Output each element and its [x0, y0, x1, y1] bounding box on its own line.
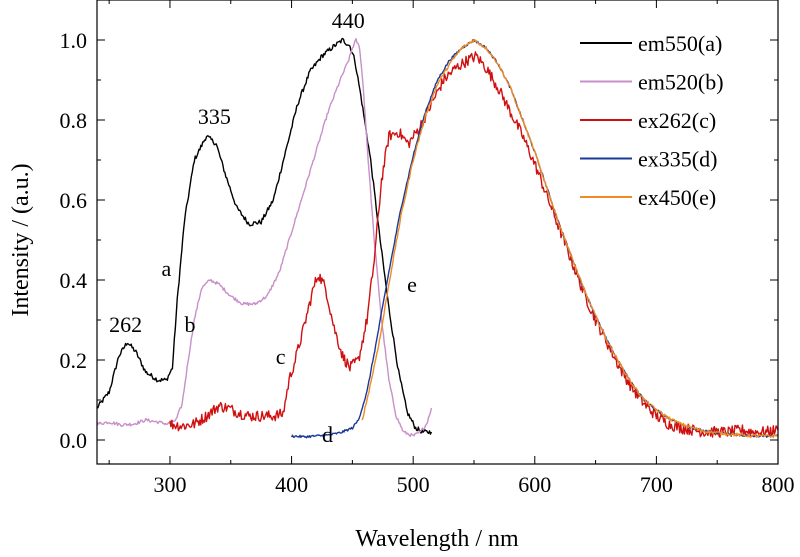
legend-label: em550(a)	[638, 31, 722, 56]
legend: em550(a) em520(b) ex262(c) ex335(d) ex450(e)	[580, 31, 724, 210]
plot-series-group	[96, 37, 779, 439]
annotation-label: a	[161, 256, 171, 281]
series-line-0	[96, 37, 433, 435]
annotation-label: c	[276, 344, 286, 369]
x-tick-label: 300	[153, 472, 186, 497]
annotations-group: 440 335 262 a b c d e	[109, 8, 417, 447]
legend-label: ex262(c)	[638, 108, 716, 133]
annotation-label: e	[407, 272, 417, 297]
annotation-label: 440	[332, 8, 365, 33]
y-tick-label: 0.4	[60, 268, 88, 293]
x-tick-label: 600	[518, 472, 551, 497]
y-tick-label: 0.2	[60, 348, 88, 373]
x-tick-label: 500	[397, 472, 430, 497]
annotation-label: d	[322, 422, 333, 447]
series-line-2	[169, 51, 779, 438]
x-axis-title: Wavelength / nm	[355, 526, 519, 552]
axes-group	[96, 0, 779, 465]
plot-frame	[96, 0, 779, 465]
y-tick-label: 0.0	[60, 428, 88, 453]
x-tick-label: 400	[275, 472, 308, 497]
legend-label: ex450(e)	[638, 185, 716, 210]
series-line-1	[96, 37, 433, 438]
x-tick-label: 800	[762, 472, 795, 497]
annotation-label: 262	[109, 312, 142, 337]
legend-label: ex335(d)	[638, 147, 717, 172]
x-tick-label: 700	[640, 472, 673, 497]
y-tick-label: 1.0	[60, 28, 88, 53]
annotation-label: b	[185, 312, 196, 337]
series-line-4	[361, 38, 779, 439]
y-tick-label: 0.8	[60, 108, 88, 133]
y-axis-title: Intensity / (a.u.)	[8, 163, 34, 316]
annotation-label: 335	[198, 104, 231, 129]
y-tick-label: 0.6	[60, 188, 88, 213]
legend-label: em520(b)	[638, 70, 724, 95]
ticks-group: 300 400 500 600 700 800 0.0 0.2 0.4 0.6 0.8 1.0	[60, 0, 795, 497]
